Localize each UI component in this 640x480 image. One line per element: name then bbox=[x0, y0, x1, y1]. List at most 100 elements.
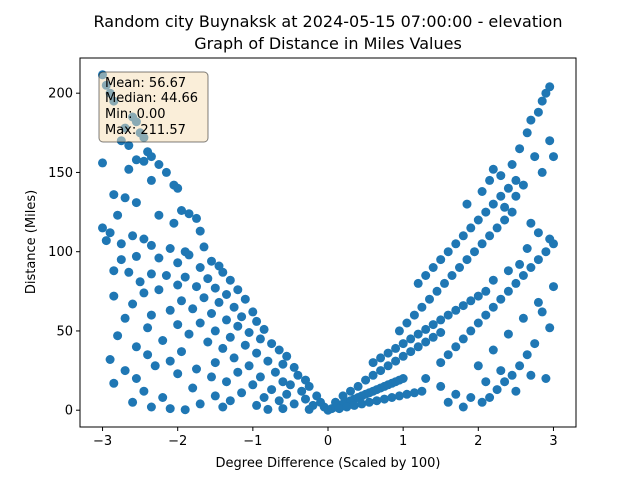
data-point bbox=[154, 285, 164, 295]
data-point bbox=[451, 305, 461, 315]
data-point bbox=[195, 399, 205, 409]
data-point bbox=[173, 183, 183, 193]
data-point bbox=[297, 386, 307, 396]
data-point bbox=[210, 326, 220, 336]
data-point bbox=[199, 242, 209, 252]
data-point bbox=[218, 402, 228, 412]
data-point bbox=[440, 278, 449, 288]
x-tick-label: 1 bbox=[399, 434, 407, 449]
data-point bbox=[161, 167, 171, 177]
data-point bbox=[338, 391, 348, 401]
data-point bbox=[481, 377, 491, 387]
x-tick-label: 3 bbox=[549, 434, 557, 449]
data-point bbox=[402, 389, 412, 399]
x-tick-label: 0 bbox=[324, 434, 332, 449]
data-point bbox=[436, 381, 446, 391]
y-tick-label: 100 bbox=[48, 245, 73, 260]
x-tick-label: −3 bbox=[93, 434, 112, 449]
data-point bbox=[154, 160, 164, 169]
data-point bbox=[229, 302, 239, 312]
data-point bbox=[443, 350, 453, 360]
data-point bbox=[383, 348, 393, 358]
data-point bbox=[413, 278, 423, 288]
data-point bbox=[180, 272, 190, 282]
data-point bbox=[293, 370, 303, 380]
data-point bbox=[252, 400, 262, 410]
data-point bbox=[146, 402, 156, 412]
data-point bbox=[169, 218, 179, 228]
data-point bbox=[180, 405, 190, 415]
data-point bbox=[545, 323, 555, 333]
data-point bbox=[267, 339, 277, 349]
data-point bbox=[421, 337, 431, 347]
data-point bbox=[417, 386, 427, 396]
data-point bbox=[304, 404, 314, 414]
data-point bbox=[526, 370, 536, 380]
data-point bbox=[398, 339, 408, 349]
data-point bbox=[146, 310, 156, 320]
data-point bbox=[515, 259, 525, 269]
data-point bbox=[477, 187, 487, 196]
data-point bbox=[255, 372, 265, 382]
data-point bbox=[225, 275, 235, 285]
data-point bbox=[361, 375, 371, 385]
data-point bbox=[98, 223, 107, 233]
data-point bbox=[177, 206, 186, 215]
data-point bbox=[436, 255, 446, 265]
data-point bbox=[466, 393, 476, 402]
data-point bbox=[146, 269, 156, 279]
stats-min: Min: 0.00 bbox=[105, 107, 166, 122]
data-point bbox=[376, 366, 386, 376]
data-point bbox=[109, 291, 119, 301]
data-point bbox=[270, 367, 280, 377]
chart-title-line2: Graph of Distance in Miles Values bbox=[194, 34, 462, 53]
data-point bbox=[368, 358, 378, 368]
data-point bbox=[252, 348, 262, 358]
data-point bbox=[192, 364, 201, 374]
data-point bbox=[503, 266, 513, 276]
data-point bbox=[473, 361, 483, 371]
data-point bbox=[455, 263, 464, 272]
data-point bbox=[537, 167, 547, 177]
data-point bbox=[522, 244, 532, 253]
data-point bbox=[139, 156, 149, 166]
data-point bbox=[131, 251, 141, 261]
data-point bbox=[289, 362, 299, 372]
data-point bbox=[443, 397, 453, 407]
data-point bbox=[496, 191, 506, 201]
data-point bbox=[248, 380, 258, 390]
data-point bbox=[477, 239, 487, 249]
data-point bbox=[387, 393, 397, 402]
data-point bbox=[492, 385, 502, 395]
data-point bbox=[398, 351, 408, 361]
data-point bbox=[128, 231, 138, 241]
data-point bbox=[451, 239, 461, 249]
data-point bbox=[207, 372, 216, 382]
data-point bbox=[285, 380, 295, 390]
data-point bbox=[458, 301, 468, 311]
data-point bbox=[394, 326, 404, 336]
data-point bbox=[533, 255, 543, 265]
data-point bbox=[233, 321, 243, 331]
data-point bbox=[124, 141, 134, 150]
data-point bbox=[128, 397, 138, 407]
data-point bbox=[210, 358, 220, 368]
data-point bbox=[545, 136, 555, 146]
data-point bbox=[278, 404, 288, 414]
data-point bbox=[199, 293, 209, 303]
data-point bbox=[274, 345, 284, 355]
data-point bbox=[485, 393, 495, 402]
data-point bbox=[120, 313, 130, 323]
stats-box: Mean: 56.67 Median: 44.66 Min: 0.00 Max:… bbox=[98, 71, 209, 143]
data-point bbox=[184, 250, 194, 260]
data-point bbox=[188, 304, 198, 314]
data-point bbox=[458, 334, 468, 344]
data-point bbox=[184, 209, 194, 219]
stats-mean: Mean: 56.67 bbox=[105, 76, 186, 91]
data-point bbox=[522, 350, 532, 360]
data-point bbox=[233, 285, 243, 295]
data-point bbox=[549, 282, 558, 292]
data-point bbox=[131, 342, 141, 352]
data-point bbox=[364, 397, 374, 407]
data-point bbox=[432, 286, 442, 296]
